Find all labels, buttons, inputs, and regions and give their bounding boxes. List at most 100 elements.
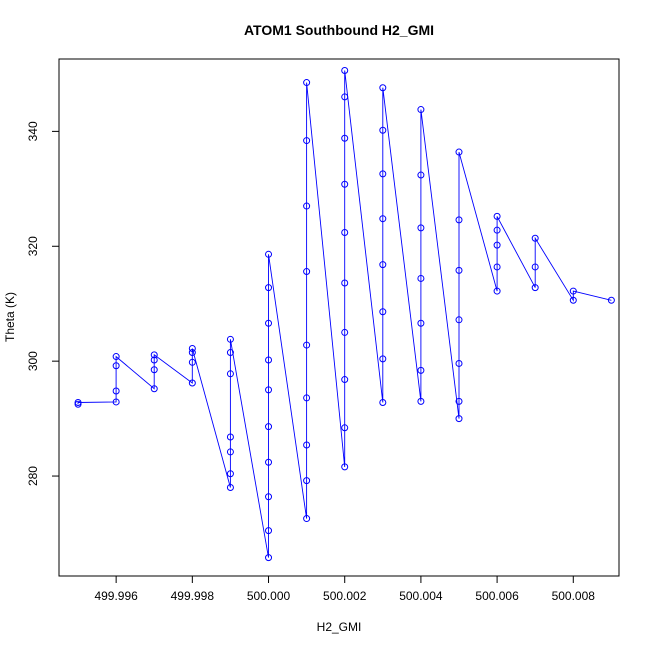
x-tick-label: 499.998 — [171, 589, 215, 603]
data-point — [265, 458, 273, 466]
data-point — [303, 341, 311, 349]
y-tick-label: 280 — [26, 466, 40, 486]
data-point — [341, 93, 349, 101]
data-point — [341, 228, 349, 236]
data-point — [150, 385, 158, 393]
y-tick-label: 300 — [26, 351, 40, 371]
x-tick-label: 500.008 — [552, 589, 596, 603]
data-point — [265, 319, 273, 327]
y-tick-label: 340 — [26, 121, 40, 141]
data-point — [341, 66, 349, 74]
data-point — [493, 241, 501, 249]
data-point — [112, 353, 120, 361]
data-point — [379, 170, 387, 178]
data-point — [379, 308, 387, 316]
data-point — [569, 287, 577, 295]
x-tick-label: 500.006 — [475, 589, 519, 603]
data-point — [188, 345, 196, 353]
data-point — [341, 376, 349, 384]
data-point — [265, 386, 273, 394]
y-axis-label: Theta (K) — [3, 292, 17, 342]
data-point — [265, 493, 273, 501]
data-point — [303, 394, 311, 402]
x-axis-label: H2_GMI — [317, 620, 362, 634]
data-point — [226, 349, 234, 357]
data-point — [188, 349, 196, 357]
x-tick-label: 500.000 — [247, 589, 291, 603]
data-point — [341, 279, 349, 287]
data-point — [493, 263, 501, 271]
data-point — [188, 379, 196, 387]
chart-title: ATOM1 Southbound H2_GMI — [244, 22, 434, 38]
data-point — [379, 126, 387, 134]
data-point — [303, 137, 311, 145]
data-point — [379, 355, 387, 363]
data-point — [265, 554, 273, 562]
data-point — [150, 366, 158, 374]
data-point — [417, 106, 425, 114]
data-point — [303, 477, 311, 485]
data-point — [112, 362, 120, 370]
data-point — [455, 148, 463, 156]
y-tick-label: 320 — [26, 236, 40, 256]
data-point — [303, 79, 311, 87]
data-point — [265, 527, 273, 535]
data-point — [226, 370, 234, 378]
data-point — [265, 284, 273, 292]
data-point — [265, 356, 273, 364]
data-point — [417, 366, 425, 374]
data-point — [341, 180, 349, 188]
data-point — [341, 328, 349, 336]
x-tick-label: 499.996 — [94, 589, 138, 603]
data-point — [455, 316, 463, 324]
data-point — [226, 433, 234, 441]
data-point — [455, 415, 463, 423]
data-point — [493, 212, 501, 220]
data-point — [226, 484, 234, 492]
data-point — [303, 515, 311, 523]
data-point — [303, 441, 311, 449]
data-point — [455, 397, 463, 405]
data-point — [74, 399, 82, 407]
data-point — [341, 463, 349, 471]
data-point — [112, 398, 120, 406]
series-line — [77, 70, 612, 558]
data-point — [531, 234, 539, 242]
data-point — [493, 287, 501, 295]
data-point — [417, 319, 425, 327]
data-point — [455, 359, 463, 367]
data-point — [341, 134, 349, 142]
data-point — [607, 296, 615, 304]
data-point — [493, 226, 501, 234]
data-point — [265, 423, 273, 431]
plot-marks — [74, 66, 615, 562]
data-point — [379, 261, 387, 269]
data-point — [112, 387, 120, 395]
data-point — [455, 266, 463, 274]
data-point — [226, 335, 234, 343]
x-tick-label: 500.002 — [323, 589, 367, 603]
data-point — [379, 399, 387, 407]
x-tick-label: 500.004 — [399, 589, 443, 603]
data-point — [379, 215, 387, 223]
data-point — [303, 268, 311, 276]
data-point — [379, 84, 387, 92]
data-point — [417, 224, 425, 232]
data-point — [531, 263, 539, 271]
data-point — [531, 284, 539, 292]
data-point — [303, 202, 311, 210]
y-axis: 280 300 320 340 — [26, 121, 60, 486]
data-point — [226, 448, 234, 456]
data-point — [341, 424, 349, 432]
data-point — [226, 470, 234, 478]
data-point — [455, 216, 463, 224]
data-point — [150, 356, 158, 364]
data-point — [188, 358, 196, 366]
data-point — [417, 171, 425, 179]
data-point — [417, 274, 425, 282]
data-point — [150, 351, 158, 359]
x-axis: 499.996 499.998 500.000 500.002 500.004 500.0… — [94, 575, 596, 603]
data-point — [265, 250, 273, 258]
